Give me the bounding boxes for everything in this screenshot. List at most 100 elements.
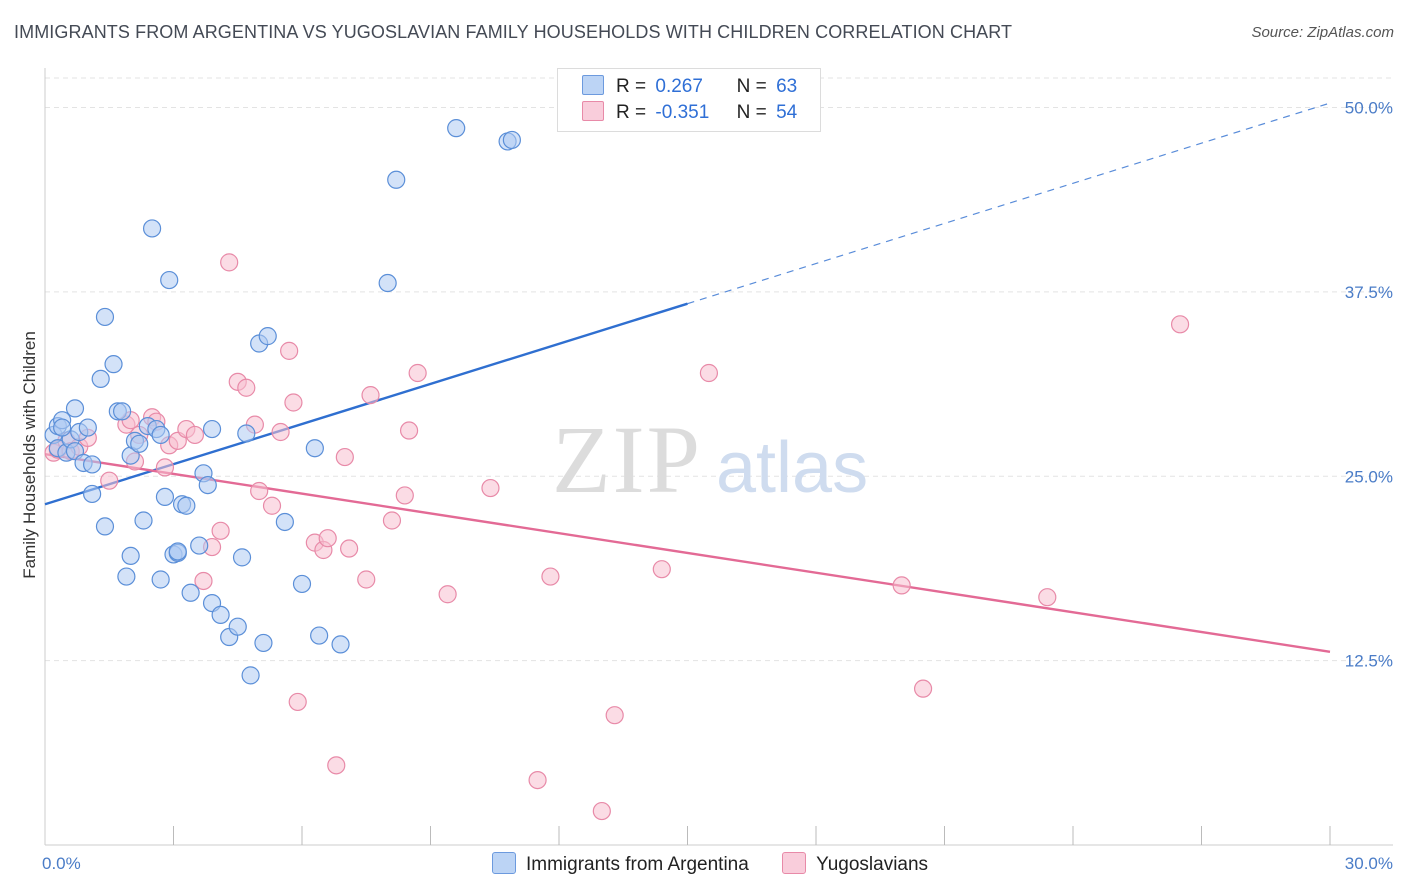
argentina-point [447, 119, 466, 138]
legend-n-label: N = [736, 76, 767, 97]
argentina-point [134, 511, 153, 530]
yugoslavian-point [699, 363, 719, 383]
argentina-point [168, 542, 187, 561]
legend-item-argentina: Immigrants from Argentina [492, 852, 749, 876]
yugoslavian-point [357, 570, 376, 589]
argentina-point [202, 419, 222, 439]
argentina-point [237, 424, 256, 443]
argentina-point [198, 476, 217, 495]
argentina-point [142, 219, 162, 238]
argentina-point [310, 626, 329, 645]
yugoslavian-point [271, 422, 290, 442]
yugoslavian-point [280, 341, 299, 360]
yugoslavian-point [913, 679, 933, 698]
yugoslavian-point [395, 486, 414, 505]
argentina-point [104, 355, 123, 374]
yugoslavian-point [155, 458, 175, 477]
argentina-point [151, 425, 170, 445]
argentina-point [181, 583, 200, 602]
argentina-point [292, 574, 312, 594]
legend-r-label: R = [616, 76, 647, 97]
argentina-point [378, 273, 397, 293]
argentina-point [232, 548, 252, 567]
yugoslavian-point [652, 560, 671, 579]
yugoslavian-point [541, 567, 560, 586]
yugoslavian-point [438, 585, 457, 604]
legend-swatch-pink [782, 852, 807, 874]
legend-swatch-blue [492, 852, 516, 874]
argentina-point [160, 270, 179, 290]
argentina-point [83, 484, 102, 504]
yugoslavian-point [335, 447, 354, 467]
legend-swatch-blue [582, 75, 604, 95]
legend-r-label: R = [616, 102, 647, 123]
argentina-point [228, 617, 247, 636]
legend-row-yugoslavians: R = -0.351 N = 54 [582, 101, 797, 127]
yugoslavian-point [1038, 588, 1057, 607]
axis-layer: 12.5% 25.0% 37.5% 50.0% 0.0% 30.0% [42, 68, 1393, 873]
argentina-point [78, 418, 97, 437]
yugoslavian-point [892, 576, 911, 595]
watermark: ZIP atlas [552, 406, 868, 513]
yugoslavian-point [327, 756, 346, 775]
yugoslavian-point [361, 386, 380, 405]
legend-swatch-pink [582, 101, 604, 121]
yugoslavian-point [284, 393, 303, 412]
argentina-trend-extension [687, 102, 1331, 305]
grid-layer [45, 77, 1393, 662]
argentina-point [155, 487, 175, 506]
yugoslavian-point [100, 471, 119, 490]
yugoslavian-point [528, 770, 547, 790]
argentina-point [275, 512, 294, 532]
argentina-point [121, 546, 140, 566]
x-tick-label: 0.0% [42, 854, 81, 873]
argentina-point [91, 369, 110, 388]
argentina-point [331, 635, 350, 654]
x-tick-label: 30.0% [1345, 854, 1393, 873]
argentina-point [190, 536, 209, 555]
argentina-point [53, 418, 72, 437]
yugoslavian-point [382, 511, 402, 530]
yugoslavian-point [592, 801, 611, 821]
yugoslavian-point [262, 496, 282, 515]
argentina-point [95, 517, 115, 536]
yugoslavian-point [185, 425, 205, 445]
argentina-point [387, 170, 406, 189]
argentina-point [177, 496, 196, 515]
legend-n-value: 63 [776, 76, 798, 97]
argentina-point [254, 633, 273, 653]
argentina-point [241, 666, 260, 685]
yugoslavian-point [194, 571, 213, 591]
argentina-point [305, 439, 324, 458]
yugoslavian-point [605, 706, 624, 725]
watermark-zip: ZIP [552, 406, 702, 513]
chart-title: IMMIGRANTS FROM ARGENTINA VS YUGOSLAVIAN… [14, 22, 1013, 42]
yugoslavian-point [237, 378, 256, 397]
argentina-point [151, 570, 170, 589]
stats-legend: R = 0.267 N = 63 R = -0.351 N = 54 [557, 68, 821, 132]
yugoslavian-point [1170, 315, 1190, 334]
yugoslavian-point [340, 539, 359, 558]
legend-r-value: -0.351 [655, 102, 710, 123]
argentina-point [130, 434, 149, 453]
argentina-point [502, 130, 521, 150]
y-tick-label: 50.0% [1345, 99, 1393, 118]
argentina-point [258, 327, 277, 346]
yugoslavian-point [211, 521, 230, 540]
y-axis-label: Family Households with Children [20, 331, 39, 579]
legend-r-value: 0.267 [655, 76, 703, 97]
yugoslavian-point [250, 481, 269, 501]
points-layer [44, 119, 1190, 821]
argentina-point [95, 307, 115, 327]
yugoslavian-point [288, 692, 307, 712]
yugoslavian-point [318, 529, 337, 548]
yugoslavian-point [220, 253, 239, 272]
argentina-point [83, 455, 102, 474]
legend-n-value: 54 [776, 102, 798, 123]
source-credit: Source: ZipAtlas.com [1251, 24, 1394, 41]
argentina-point [211, 605, 230, 625]
yugoslavian-point [399, 421, 419, 440]
legend-label-yugoslavians: Yugoslavians [816, 854, 929, 875]
argentina-point [112, 402, 132, 421]
